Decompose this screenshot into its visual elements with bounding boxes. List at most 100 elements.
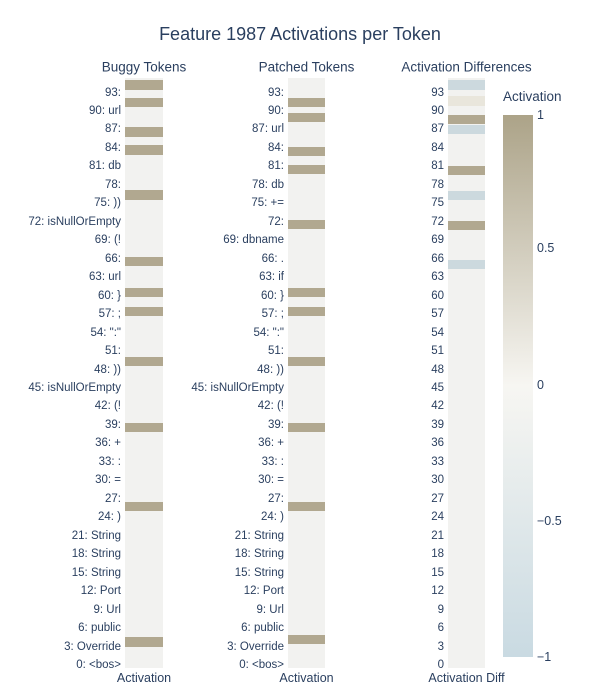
ytick-patched: 6: public (241, 622, 284, 635)
colorbar-title: Activation (503, 89, 562, 104)
ytick-patched: 36: + (258, 437, 284, 450)
ytick-buggy: 66: (105, 252, 121, 265)
ytick-patched: 45: isNullOrEmpty (191, 381, 284, 394)
colorbar-tick-0: 0 (537, 378, 544, 392)
ytick-buggy: 93: (105, 86, 121, 99)
ytick-diff: 9 (437, 603, 444, 616)
subplot-title-diff: Activation Differences (401, 59, 532, 75)
ytick-patched: 3: Override (227, 640, 284, 653)
ytick-diff: 27 (431, 492, 444, 505)
ytick-diff: 30 (431, 474, 444, 487)
ytick-patched: 0: <bos> (239, 659, 284, 671)
ytick-patched: 12: Port (243, 585, 284, 598)
heatmap-strip-patched[interactable] (288, 78, 325, 668)
cell-diff-6-positive_tan (448, 221, 485, 230)
ytick-diff: 45 (431, 381, 444, 394)
cell-diff-4-positive_tan (448, 166, 485, 175)
ytick-patched: 30: = (258, 474, 284, 487)
ytick-patched: 72: (268, 215, 284, 228)
ytick-buggy: 42: (! (94, 400, 121, 413)
cell-patched-10-positive_tan (288, 635, 325, 644)
ytick-diff: 57 (431, 308, 444, 321)
ytick-buggy: 9: Url (93, 603, 121, 616)
chart-title: Feature 1987 Activations per Token (159, 24, 441, 44)
ytick-buggy: 72: isNullOrEmpty (28, 215, 121, 228)
heatmap-strip-diff[interactable] (448, 78, 485, 668)
ytick-diff: 90 (431, 104, 444, 117)
cell-patched-3-positive_tan (288, 165, 325, 174)
ytick-patched: 42: (! (257, 400, 284, 413)
xaxis-label-patched: Activation (279, 671, 334, 685)
cell-patched-9-positive_tan (288, 502, 325, 511)
ytick-diff: 21 (431, 529, 444, 542)
ytick-buggy: 6: public (78, 622, 121, 635)
ytick-patched: 21: String (234, 529, 284, 542)
ytick-diff: 60 (431, 289, 444, 302)
ytick-diff: 33 (431, 455, 444, 468)
ytick-buggy: 18: String (71, 548, 121, 561)
ytick-diff: 84 (431, 141, 444, 154)
ytick-patched: 27: (268, 492, 284, 505)
ytick-diff: 24 (431, 511, 444, 524)
ytick-patched: 84: (268, 141, 284, 154)
cell-patched-6-positive_tan (288, 307, 325, 316)
ytick-patched: 33: : (261, 455, 284, 468)
ytick-patched: 51: (268, 345, 284, 358)
ytick-buggy: 60: } (97, 289, 121, 302)
cell-buggy-11-positive_tan (125, 637, 163, 647)
xaxis-label-buggy: Activation (116, 671, 172, 685)
cell-buggy-2-positive_tan (125, 127, 163, 137)
cell-buggy-8-positive_tan (125, 357, 163, 366)
cell-buggy-9-positive_tan (125, 423, 163, 432)
ytick-diff: 18 (431, 548, 444, 561)
ytick-buggy: 21: String (71, 529, 121, 542)
ytick-patched: 78: db (252, 178, 284, 191)
colorbar-tick-1: 1 (537, 108, 544, 122)
ytick-buggy: 75: )) (94, 197, 121, 210)
ytick-patched: 39: (268, 418, 284, 431)
ytick-diff: 42 (431, 400, 444, 413)
ytick-diff: 72 (431, 215, 444, 228)
ytick-buggy: 57: ; (98, 308, 121, 321)
ytick-patched: 66: . (261, 252, 284, 265)
cell-patched-1-positive_tan (288, 113, 325, 122)
heatmap-strip-buggy[interactable] (125, 78, 163, 668)
ytick-diff: 93 (431, 86, 444, 99)
ytick-patched: 48: )) (257, 363, 284, 376)
ytick-buggy: 3: Override (64, 640, 121, 653)
ytick-diff: 69 (431, 234, 444, 247)
colorbar-gradient (503, 115, 533, 657)
ytick-diff: 6 (437, 622, 444, 635)
cell-patched-8-positive_tan (288, 423, 325, 432)
ytick-diff: 51 (431, 345, 444, 358)
colorbar-tick-−0.5: −0.5 (537, 514, 562, 528)
ytick-buggy: 69: (! (94, 234, 121, 247)
ytick-patched: 75: += (251, 197, 284, 210)
ytick-patched: 69: dbname (223, 234, 284, 247)
ytick-buggy: 45: isNullOrEmpty (28, 381, 121, 394)
ytick-buggy: 0: <bos> (76, 659, 121, 671)
cell-diff-1-faint_beige (448, 96, 485, 106)
ytick-patched: 15: String (234, 566, 284, 579)
ytick-buggy: 33: : (98, 455, 121, 468)
cell-buggy-1-positive_tan (125, 98, 163, 107)
ytick-diff: 3 (437, 640, 444, 653)
cell-diff-7-negative_blue (448, 260, 485, 269)
ytick-diff: 15 (431, 566, 444, 579)
ytick-diff: 87 (431, 123, 444, 136)
ytick-patched: 81: (268, 160, 284, 173)
ytick-buggy: 84: (105, 141, 121, 154)
subplot-title-buggy: Buggy Tokens (101, 59, 187, 75)
ytick-patched: 24: ) (260, 511, 284, 524)
ytick-buggy: 39: (105, 418, 121, 431)
cell-diff-2-positive_tan (448, 115, 485, 124)
cell-buggy-3-positive_tan (125, 145, 163, 155)
cell-patched-2-positive_tan (288, 147, 325, 156)
xaxis-label-diff: Activation Diff (428, 671, 505, 685)
cell-buggy-7-positive_tan (125, 307, 163, 316)
cell-patched-0-positive_tan (288, 98, 325, 107)
ytick-diff: 54 (431, 326, 444, 339)
ytick-buggy: 90: url (89, 104, 121, 117)
ytick-diff: 66 (431, 252, 444, 265)
